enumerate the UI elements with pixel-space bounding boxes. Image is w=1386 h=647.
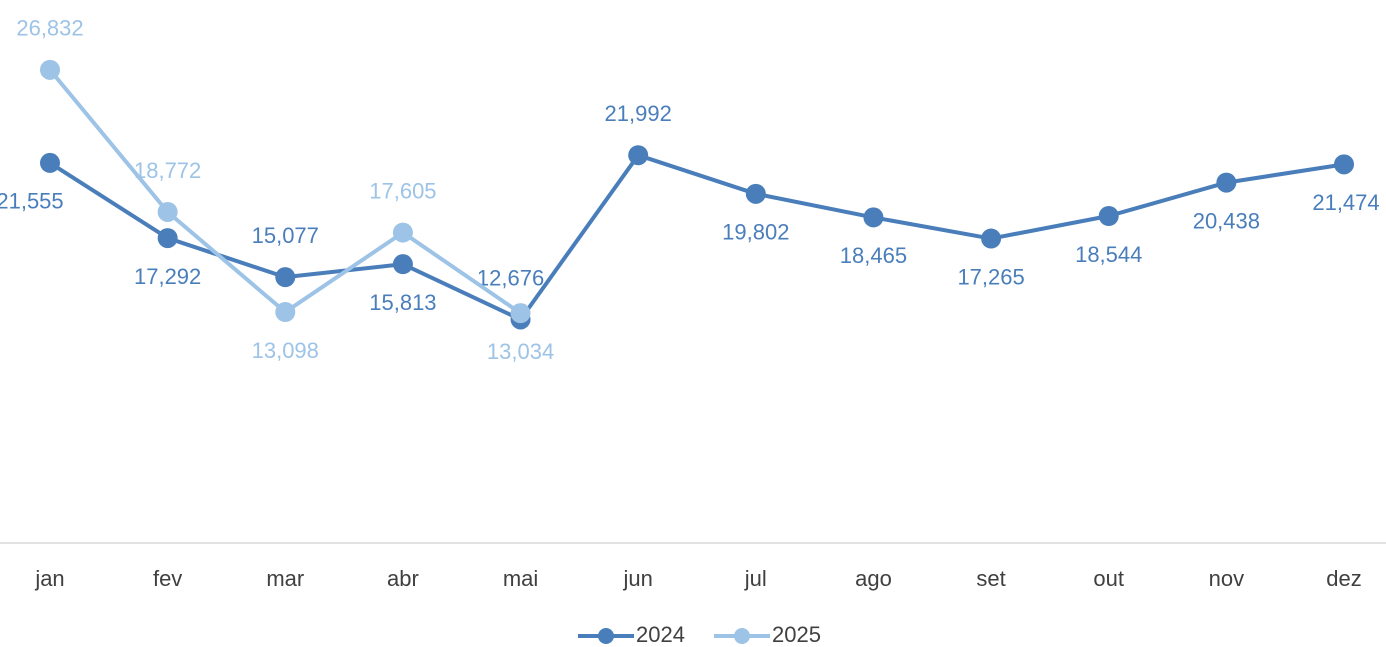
data-point (275, 302, 296, 323)
data-label: 15,077 (252, 223, 319, 248)
data-point (275, 267, 296, 288)
legend-label: 2025 (772, 622, 821, 647)
data-point (40, 59, 60, 80)
legend-label: 2024 (636, 622, 685, 647)
data-point (1216, 172, 1237, 193)
x-tick-label: abr (387, 566, 419, 591)
x-tick-label: jul (744, 566, 767, 591)
data-label: 18,772 (134, 158, 201, 183)
x-tick-label: jan (34, 566, 64, 591)
legend-marker (598, 628, 614, 644)
x-tick-label: mar (266, 566, 304, 591)
x-tick-label: fev (153, 566, 182, 591)
data-label: 26,832 (16, 16, 83, 41)
x-tick-label: out (1093, 566, 1124, 591)
data-label: 17,292 (134, 264, 201, 289)
data-label: 13,034 (487, 339, 554, 364)
x-tick-label: mai (503, 566, 538, 591)
legend-marker (734, 628, 750, 644)
data-point (157, 201, 178, 222)
data-label: 21,555 (0, 189, 64, 214)
data-label: 21,474 (1312, 190, 1379, 215)
data-point (157, 228, 178, 249)
x-tick-label: ago (855, 566, 892, 591)
data-label: 12,676 (477, 265, 544, 290)
data-point (1098, 206, 1119, 227)
data-label: 13,098 (252, 338, 319, 363)
data-point (510, 303, 531, 324)
data-point (392, 254, 413, 275)
data-point (863, 207, 884, 228)
x-tick-label: set (976, 566, 1005, 591)
data-point (628, 145, 649, 166)
data-label: 18,544 (1075, 242, 1142, 267)
data-point (981, 228, 1002, 249)
x-tick-label: dez (1326, 566, 1361, 591)
data-label: 18,465 (840, 243, 907, 268)
data-point (392, 222, 413, 243)
x-tick-label: nov (1209, 566, 1244, 591)
data-point (745, 183, 766, 204)
x-tick-label: jun (623, 566, 653, 591)
data-label: 15,813 (369, 290, 436, 315)
data-label: 20,438 (1193, 208, 1260, 233)
data-label: 21,992 (605, 101, 672, 126)
data-label: 17,605 (369, 178, 436, 203)
data-label: 17,265 (957, 264, 1024, 289)
data-point (1334, 154, 1354, 175)
data-point (40, 152, 60, 173)
data-label: 19,802 (722, 220, 789, 245)
series-line (48, 153, 1345, 322)
